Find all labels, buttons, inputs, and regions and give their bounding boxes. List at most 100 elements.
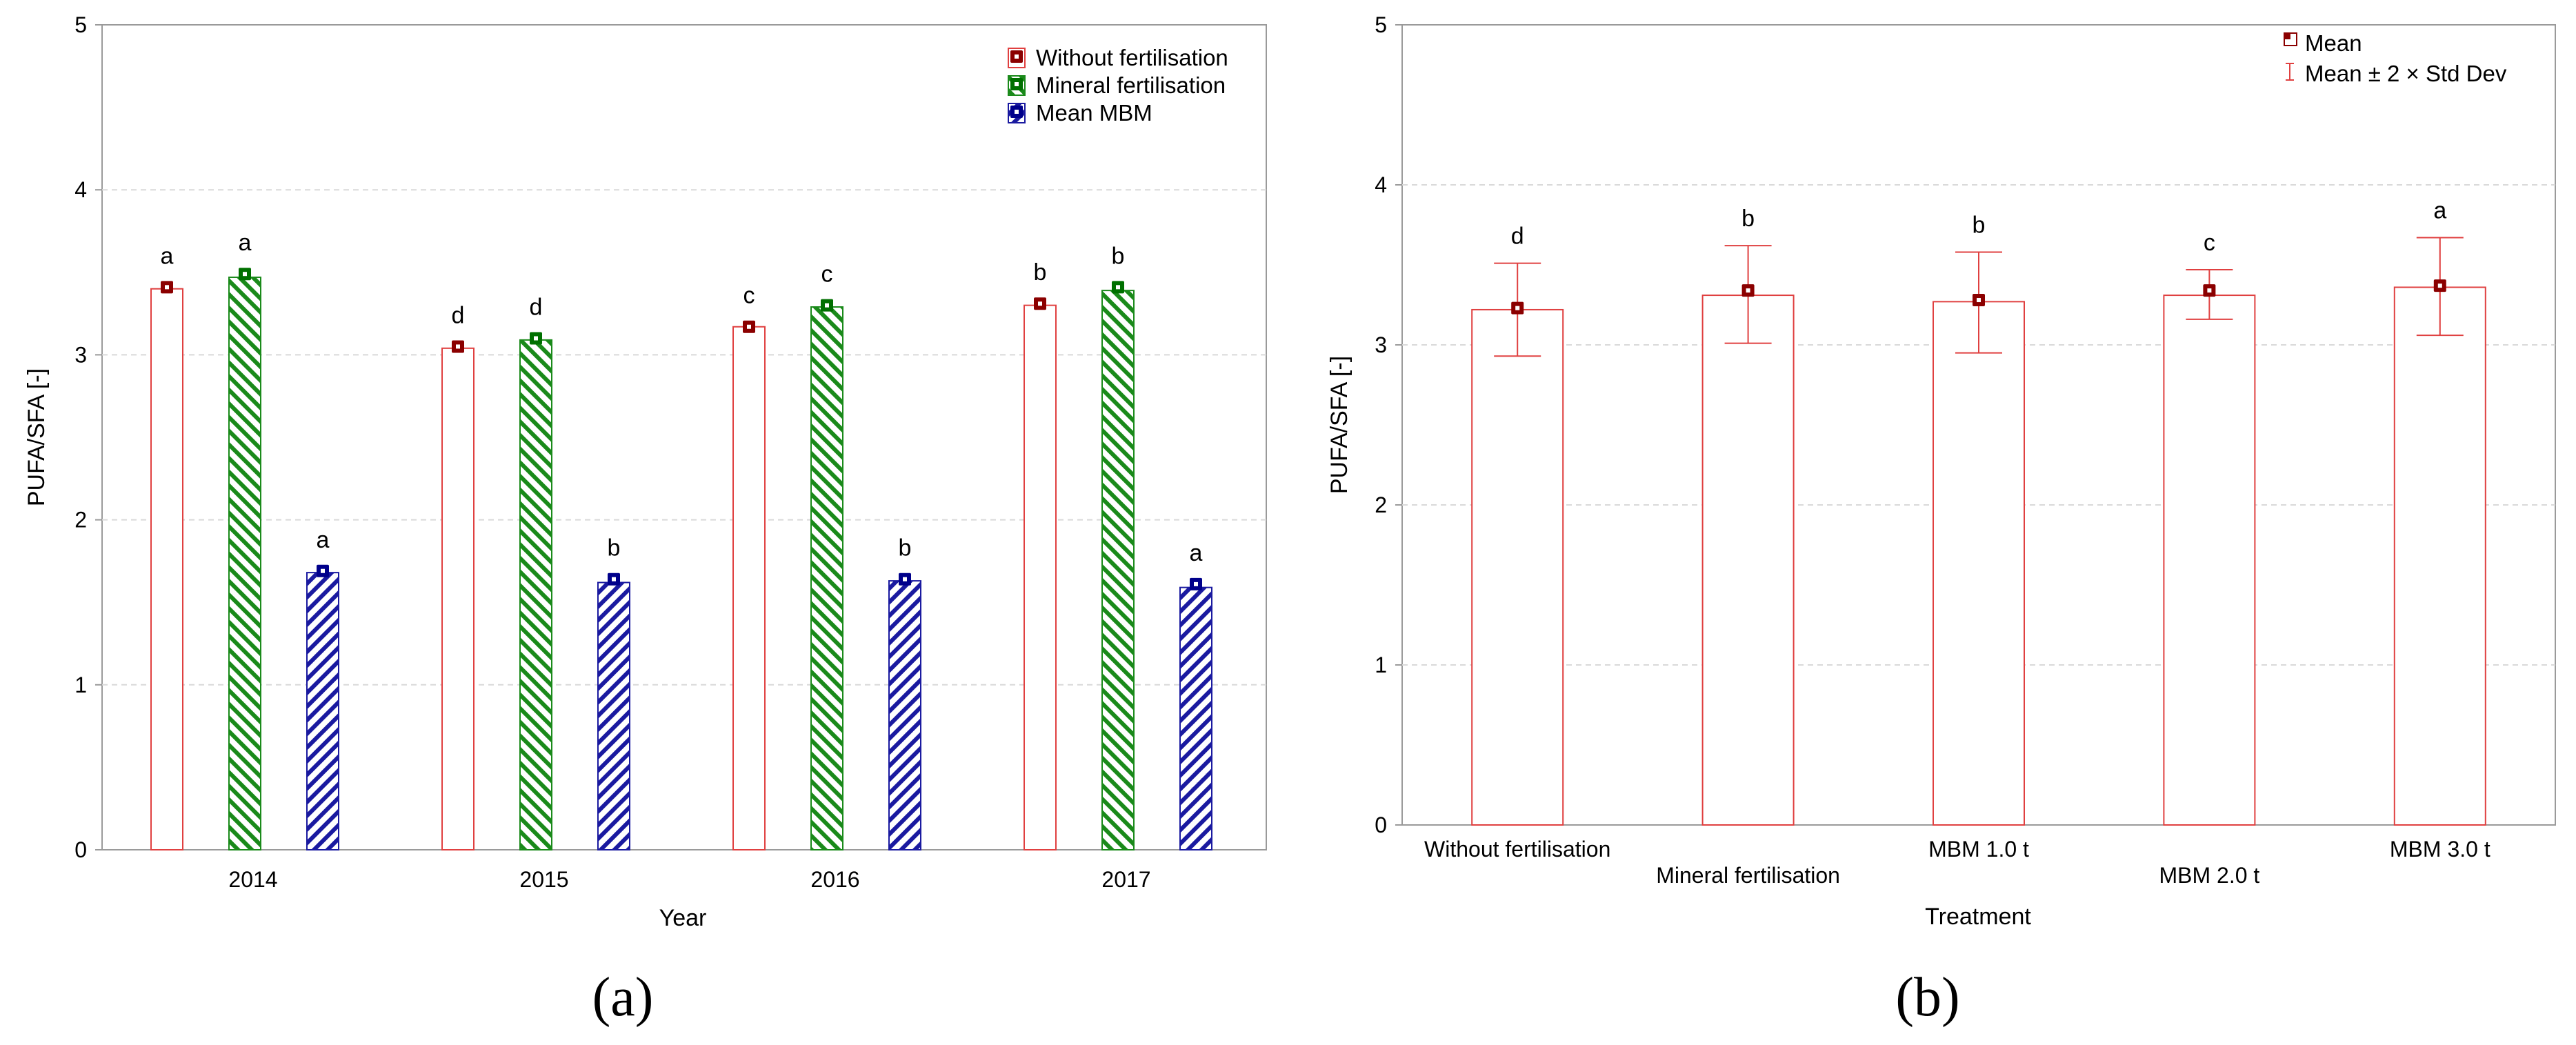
mean-marker-a-2014-2 <box>317 564 329 577</box>
bar-b-0 <box>1471 308 1564 826</box>
bars-a: a a a d d b c c b b b a <box>150 230 1212 851</box>
legend-label-a-0: Without fertilisation <box>1036 45 1228 70</box>
significance-letter-a-2014-0: a <box>161 243 174 269</box>
legend-marker-a-1-dot <box>1015 82 1019 86</box>
mean-marker-a-2015-2-dot <box>612 577 616 581</box>
significance-letter-a-2015-0: d <box>452 302 465 328</box>
ytick-label-b-3: 3 <box>1375 332 1387 357</box>
legend-marker-a-2-dot <box>1015 110 1019 114</box>
bars-b: d b b c a <box>1471 198 2486 826</box>
x-axis-label-b: Treatment <box>1925 904 2031 930</box>
panel-label-b: (b) <box>1895 967 1959 1028</box>
significance-letter-a-2015-2: b <box>608 535 621 561</box>
xtick-label-a-2016: 2016 <box>810 867 859 892</box>
significance-letter-a-2014-1: a <box>239 230 252 256</box>
bar-a-2017-0 <box>1024 304 1057 850</box>
y-axis-label-a: PUFA/SFA [-] <box>23 368 50 506</box>
mean-marker-b-0 <box>1511 301 1524 315</box>
ytick-label-a-3: 3 <box>74 342 87 367</box>
mean-marker-a-2016-0 <box>743 320 755 333</box>
mean-marker-a-2015-1 <box>530 332 542 345</box>
legend-label-a-1: Mineral fertilisation <box>1036 72 1226 98</box>
mean-marker-a-2017-2 <box>1190 577 1202 590</box>
bar-a-2014-1 <box>228 276 261 850</box>
y-axis-label-b: PUFA/SFA [-] <box>1326 356 1352 494</box>
mean-marker-b-4-dot <box>2437 283 2442 288</box>
legend-label-stddev: Mean ± 2 × Std Dev <box>2305 61 2507 86</box>
ytick-label-b-4: 4 <box>1375 172 1387 197</box>
mean-marker-a-2016-2-dot <box>903 577 907 581</box>
significance-letter-a-2017-2: a <box>1190 540 1203 566</box>
mean-marker-a-2015-0-dot <box>456 344 460 349</box>
legend-marker-a-2 <box>1010 106 1023 118</box>
legend-b: Mean Mean ± 2 × Std Dev <box>2284 30 2507 86</box>
significance-letter-a-2017-1: b <box>1112 243 1125 269</box>
ytick-label-a-5: 5 <box>74 12 87 37</box>
xtick-label-b-3: MBM 2.0 t <box>2159 863 2259 888</box>
mean-marker-a-2015-0 <box>452 340 464 353</box>
significance-letter-b-1: b <box>1741 206 1755 232</box>
mean-marker-b-0-dot <box>1515 306 1520 310</box>
bar-a-2016-1 <box>810 306 843 851</box>
mean-marker-a-2017-1 <box>1112 281 1124 294</box>
mean-marker-b-3-dot <box>2207 288 2212 293</box>
ytick-label-b-2: 2 <box>1375 492 1387 517</box>
ytick-label-a-2: 2 <box>74 508 87 533</box>
chart-panel-b: d b b c a 0 1 2 3 4 5 Without fertilisation Mineral… <box>1326 12 2556 1028</box>
legend-marker-a-0-dot <box>1015 54 1019 59</box>
axis-ticks-a: 0 1 2 3 4 5 2014 2015 2016 2017 <box>74 12 1150 892</box>
ytick-label-a-1: 1 <box>74 673 87 697</box>
panel-label-a: (a) <box>592 967 654 1028</box>
legend-label-mean: Mean <box>2305 30 2362 56</box>
legend-marker-a-0 <box>1010 50 1023 63</box>
xtick-label-a-2017: 2017 <box>1101 867 1150 892</box>
significance-letter-a-2015-1: d <box>530 294 543 320</box>
mean-marker-b-4 <box>2433 279 2446 292</box>
significance-letter-a-2016-0: c <box>743 283 755 309</box>
xtick-label-b-4: MBM 3.0 t <box>2390 837 2490 862</box>
gridlines-b <box>1402 184 2555 666</box>
mean-marker-a-2015-1-dot <box>534 336 538 341</box>
bar-b-4 <box>2393 286 2486 826</box>
bar-a-2017-1 <box>1101 290 1135 850</box>
significance-letter-b-2: b <box>1973 212 1986 238</box>
mean-marker-a-2014-1 <box>239 268 251 281</box>
bar-a-2015-0 <box>441 347 475 851</box>
chart-panel-a: a a a d d b c c b b b a 0 1 2 3 4 5 2014 2015 2016 2017 PUFA… <box>23 12 1267 1028</box>
xtick-label-b-1: Mineral fertilisation <box>1656 863 1840 888</box>
bar-b-2 <box>1933 301 2025 826</box>
xtick-label-a-2015: 2015 <box>519 867 568 892</box>
mean-marker-a-2017-2-dot <box>1194 581 1198 586</box>
bar-a-2015-2 <box>597 581 630 850</box>
bar-b-1 <box>1701 295 1795 826</box>
axis-ticks-b: 0 1 2 3 4 5 Without fertilisation Mineral ferti… <box>1375 12 2490 888</box>
bar-a-2014-0 <box>150 288 183 851</box>
legend-mean-fill <box>2284 33 2290 39</box>
ytick-label-b-1: 1 <box>1375 653 1387 677</box>
significance-letter-a-2016-1: c <box>821 261 833 288</box>
mean-marker-a-2016-0-dot <box>747 324 751 329</box>
mean-marker-a-2014-1-dot <box>243 272 247 277</box>
mean-marker-a-2016-2 <box>899 573 911 586</box>
bar-a-2015-1 <box>519 339 552 850</box>
mean-marker-a-2015-2 <box>608 573 620 586</box>
mean-marker-a-2017-0-dot <box>1038 301 1042 306</box>
bar-a-2014-2 <box>306 572 339 850</box>
mean-marker-b-2-dot <box>1977 298 1981 303</box>
ytick-label-a-4: 4 <box>74 177 87 202</box>
mean-marker-b-2 <box>1973 294 1985 307</box>
mean-marker-a-2016-1 <box>821 299 833 312</box>
significance-letter-b-3: c <box>2204 230 2215 256</box>
mean-marker-b-3 <box>2203 284 2216 297</box>
xtick-label-b-2: MBM 1.0 t <box>1928 837 2029 862</box>
significance-letter-a-2016-2: b <box>899 535 912 561</box>
mean-marker-a-2016-1-dot <box>825 303 829 308</box>
mean-marker-a-2017-0 <box>1034 297 1046 310</box>
xtick-label-a-2014: 2014 <box>228 867 277 892</box>
mean-marker-a-2014-2-dot <box>321 568 325 573</box>
x-axis-label-a: Year <box>659 905 707 931</box>
xtick-label-b-0: Without fertilisation <box>1424 837 1610 862</box>
significance-letter-b-4: a <box>2433 198 2446 224</box>
